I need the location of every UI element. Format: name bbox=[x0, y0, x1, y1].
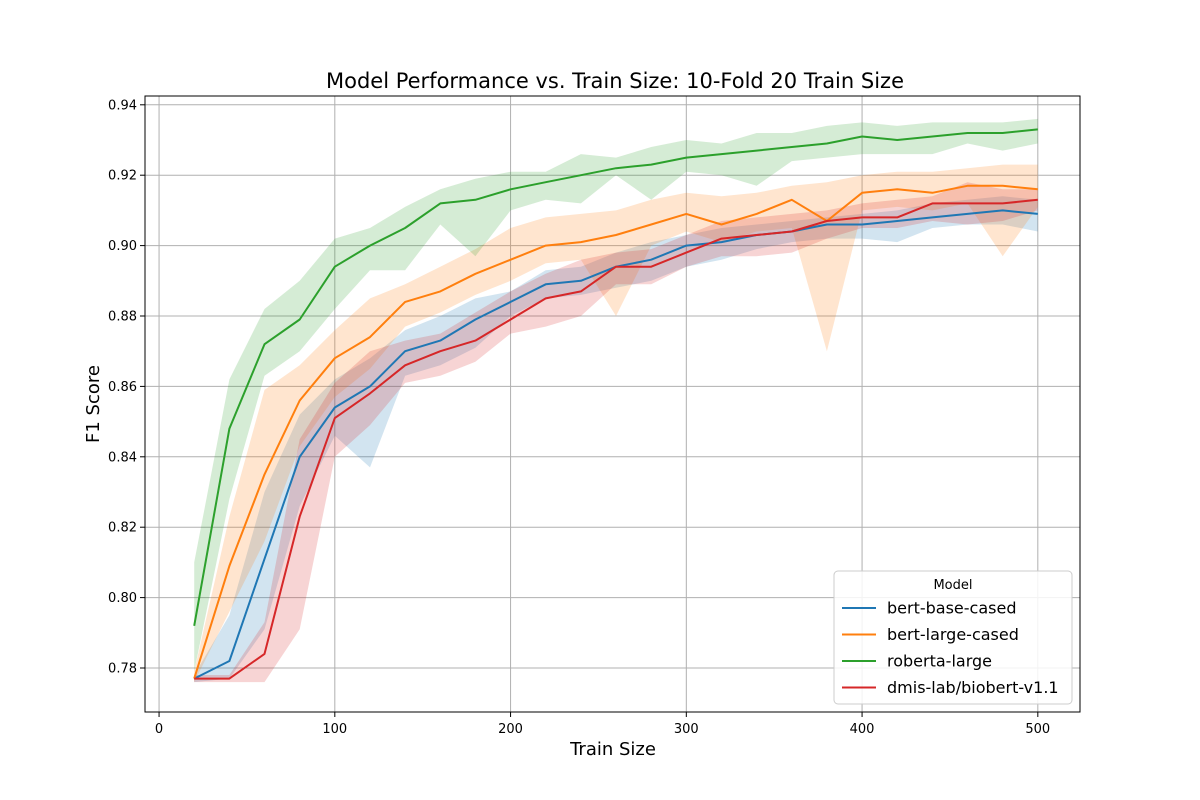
x-tick-label: 0 bbox=[155, 722, 163, 737]
band-bert-base-cased bbox=[194, 196, 1038, 683]
legend-items: bert-base-cased bert-large-cased roberta-l… bbox=[842, 599, 1059, 697]
line-roberta-large bbox=[193, 128, 1038, 626]
y-tick-label: 0.94 bbox=[108, 98, 137, 113]
chart-title: Model Performance vs. Train Size: 10-Fol… bbox=[326, 69, 904, 93]
x-tick-label: 100 bbox=[322, 722, 347, 737]
y-tick-label: 0.92 bbox=[108, 169, 137, 184]
band-bert-large-cased bbox=[194, 164, 1038, 683]
y-tick-label: 0.78 bbox=[108, 662, 137, 677]
band-dmis-lab-biobert-v1-1 bbox=[194, 182, 1038, 683]
x-tick-label: 300 bbox=[674, 722, 699, 737]
x-axis-ticks: 0 100 200 300 400 500 bbox=[155, 712, 1050, 737]
legend-title: Model bbox=[933, 578, 972, 593]
y-tick-label: 0.86 bbox=[108, 380, 137, 395]
band-roberta-large bbox=[194, 118, 1038, 672]
y-tick-label: 0.90 bbox=[108, 239, 137, 254]
x-tick-label: 200 bbox=[498, 722, 523, 737]
line-bert-large-cased bbox=[193, 184, 1038, 679]
y-tick-label: 0.80 bbox=[108, 591, 137, 606]
legend-label-dmis-lab-biobert-v1-1: dmis-lab/biobert-v1.1 bbox=[887, 678, 1059, 697]
y-axis-ticks: 0.78 0.80 0.82 0.84 0.86 0.88 0.90 0.92 0.94 bbox=[108, 98, 145, 677]
y-tick-label: 0.84 bbox=[108, 450, 137, 465]
x-tick-label: 500 bbox=[1025, 722, 1050, 737]
legend-label-roberta-large: roberta-large bbox=[887, 652, 992, 671]
x-tick-label: 400 bbox=[850, 722, 875, 737]
legend: Model bert-base-cased bert-large-cased rob… bbox=[833, 570, 1073, 705]
axes-frame bbox=[144, 95, 1081, 713]
y-tick-label: 0.88 bbox=[108, 310, 137, 325]
x-axis-label: Train Size bbox=[569, 739, 656, 760]
series-lines bbox=[193, 128, 1038, 680]
y-axis-label: F1 Score bbox=[83, 365, 104, 443]
plot-area bbox=[144, 95, 1081, 713]
line-dmis-lab-biobert-v1-1 bbox=[194, 198, 1038, 680]
legend-label-bert-base-cased: bert-base-cased bbox=[887, 599, 1016, 618]
legend-label-bert-large-cased: bert-large-cased bbox=[887, 625, 1019, 644]
y-tick-label: 0.82 bbox=[108, 521, 137, 536]
confidence-bands bbox=[194, 118, 1038, 683]
legend-box bbox=[833, 570, 1073, 705]
